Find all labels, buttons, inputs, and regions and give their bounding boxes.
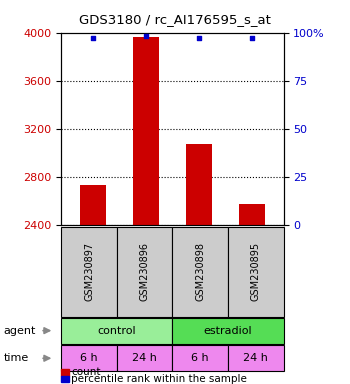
Point <box>143 33 149 40</box>
Point <box>90 35 96 41</box>
Text: GDS3180 / rc_AI176595_s_at: GDS3180 / rc_AI176595_s_at <box>79 13 271 26</box>
Text: 6 h: 6 h <box>191 353 209 363</box>
Text: control: control <box>98 326 136 336</box>
Text: count: count <box>71 367 100 377</box>
Text: time: time <box>4 353 29 363</box>
Text: 24 h: 24 h <box>243 353 268 363</box>
Text: 6 h: 6 h <box>80 353 98 363</box>
Text: GSM230896: GSM230896 <box>140 242 149 301</box>
Point <box>196 35 202 41</box>
Text: GSM230898: GSM230898 <box>195 242 205 301</box>
Text: 24 h: 24 h <box>132 353 157 363</box>
Bar <box>238 204 265 225</box>
Bar <box>133 38 159 225</box>
Bar <box>186 144 212 225</box>
Text: agent: agent <box>4 326 36 336</box>
Text: estradiol: estradiol <box>204 326 252 336</box>
Point <box>249 35 254 41</box>
Text: GSM230897: GSM230897 <box>84 242 94 301</box>
Text: percentile rank within the sample: percentile rank within the sample <box>71 374 247 384</box>
Bar <box>80 185 106 225</box>
Text: GSM230895: GSM230895 <box>251 242 261 301</box>
